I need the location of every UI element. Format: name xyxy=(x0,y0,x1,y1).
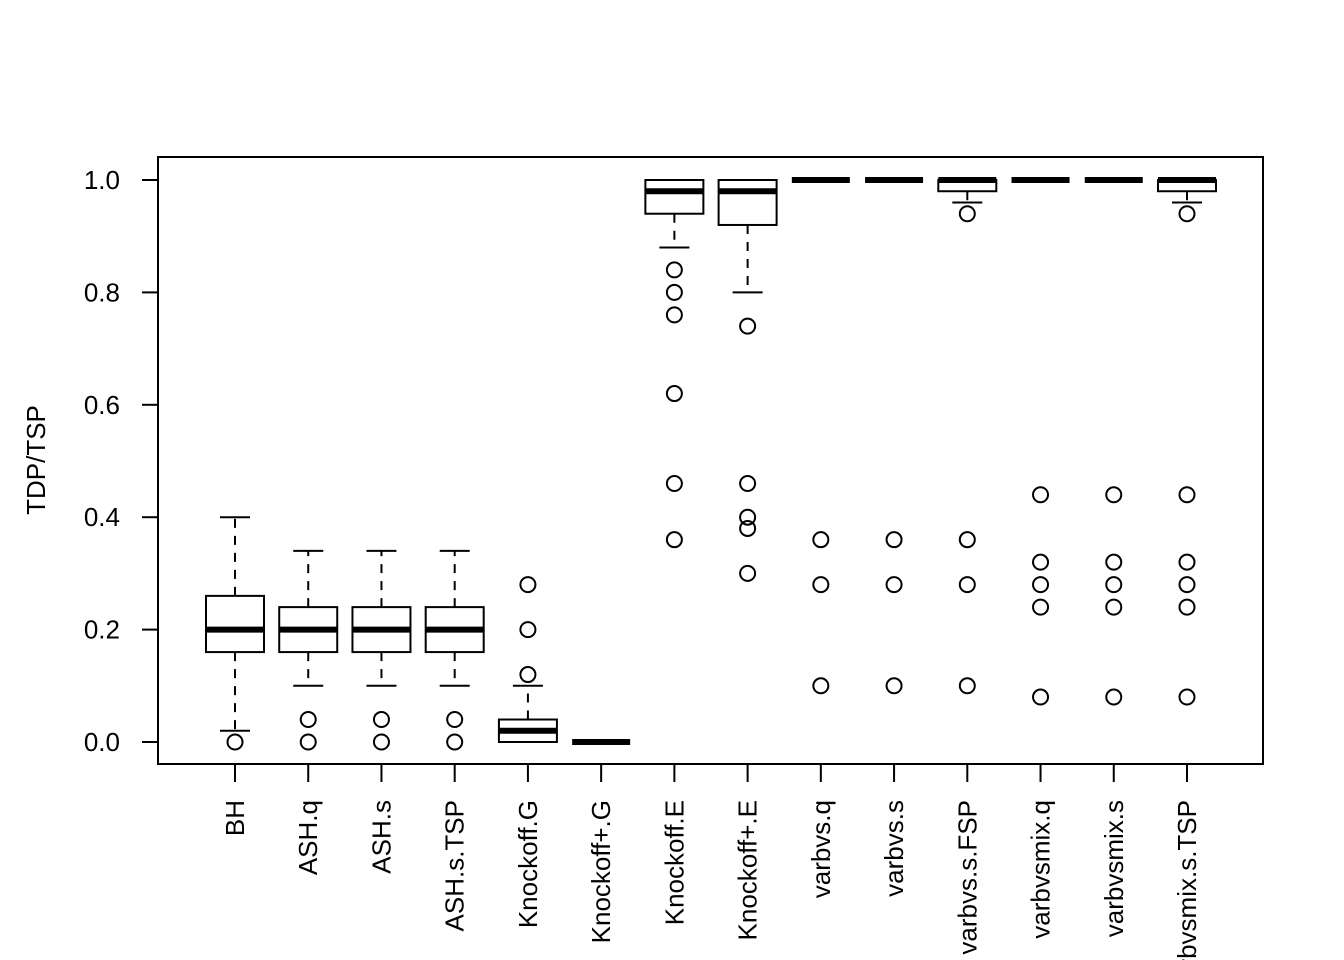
x-tick-label: varbvsmix.q xyxy=(1026,800,1056,939)
box-body xyxy=(205,594,265,654)
outlier-point xyxy=(1032,576,1050,594)
box-body xyxy=(717,179,778,226)
outlier-point xyxy=(1105,576,1123,594)
outlier-point xyxy=(299,733,317,751)
box-Knockoff+.E xyxy=(717,179,778,582)
outlier-point xyxy=(665,531,683,549)
box-BH xyxy=(205,516,265,751)
outlier-point xyxy=(958,576,976,594)
outlier-point xyxy=(812,531,830,549)
outlier-point xyxy=(1178,688,1196,706)
y-tick-label: 1.0 xyxy=(84,165,120,195)
x-tick-label: varbvs.q xyxy=(806,800,836,898)
y-tick-label: 0.4 xyxy=(84,502,120,532)
outlier-point xyxy=(812,576,830,594)
outlier-point xyxy=(1105,598,1123,616)
x-tick-label: Knockoff+.G xyxy=(586,800,616,943)
outlier-point xyxy=(1105,553,1123,571)
box-varbvs.s.FSP xyxy=(937,177,998,695)
y-tick-label: 0.0 xyxy=(84,727,120,757)
outlier-point xyxy=(739,508,757,526)
outlier-point xyxy=(739,474,757,492)
outlier-point xyxy=(1032,688,1050,706)
box-Knockoff.G xyxy=(497,576,558,744)
outlier-point xyxy=(665,474,683,492)
x-tick-label: varbvsmix.s.TSP xyxy=(1172,800,1202,960)
outlier-point xyxy=(1178,598,1196,616)
outlier-point xyxy=(665,306,683,324)
outlier-point xyxy=(1032,598,1050,616)
x-tick-label: Knockoff.G xyxy=(513,800,543,928)
outlier-point xyxy=(519,576,537,594)
outlier-point xyxy=(739,317,757,335)
plot-frame xyxy=(157,156,1264,765)
x-tick-label: ASH.s xyxy=(366,800,396,874)
outlier-point xyxy=(372,733,390,751)
box-ASH.s.TSP xyxy=(424,549,485,751)
outlier-point xyxy=(1105,486,1123,504)
x-tick-label: varbvsmix.s xyxy=(1099,800,1129,937)
y-axis: 0.0 0.2 0.4 0.6 0.8 1.0 xyxy=(84,165,159,757)
x-tick-label: ASH.s.TSP xyxy=(440,800,470,931)
box-ASH.s xyxy=(351,549,412,751)
x-tick-label: varbvs.s.FSP xyxy=(952,800,982,955)
outlier-point xyxy=(885,531,903,549)
box-body xyxy=(644,179,705,215)
outlier-point xyxy=(1178,205,1196,223)
outlier-point xyxy=(299,711,317,729)
outlier-point xyxy=(665,385,683,403)
box-varbvsmix.s.TSP xyxy=(1156,177,1217,706)
y-tick-label: 0.2 xyxy=(84,615,120,645)
x-tick-label: BH xyxy=(220,800,250,836)
x-axis: BH ASH.q ASH.s ASH.s.TSP Knockoff.G Knockoff+… xyxy=(220,763,1202,960)
outlier-point xyxy=(665,261,683,279)
y-axis-title: TDP/TSP xyxy=(21,405,51,515)
outlier-point xyxy=(1032,553,1050,571)
outlier-point xyxy=(665,283,683,301)
box-Knockoff.E xyxy=(644,179,705,549)
box-varbvsmix.s xyxy=(1084,177,1143,706)
outlier-point xyxy=(1178,486,1196,504)
outlier-point xyxy=(519,621,537,639)
x-tick-label: Knockoff.E xyxy=(659,800,689,925)
outlier-point xyxy=(226,733,244,751)
y-tick-label: 0.8 xyxy=(84,277,120,307)
outlier-point xyxy=(1105,688,1123,706)
outlier-point xyxy=(446,733,464,751)
outlier-point xyxy=(958,205,976,223)
outlier-point xyxy=(739,519,757,537)
outlier-point xyxy=(1032,486,1050,504)
box-ASH.q xyxy=(278,549,339,751)
box-series xyxy=(205,177,1217,751)
box-varbvs.s xyxy=(865,177,924,695)
box-varbvsmix.q xyxy=(1011,177,1070,706)
outlier-point xyxy=(1178,576,1196,594)
box-varbvs.q xyxy=(791,177,850,695)
x-tick-label: ASH.q xyxy=(293,800,323,875)
outlier-point xyxy=(739,564,757,582)
x-tick-label: Knockoff+.E xyxy=(733,800,763,940)
y-tick-label: 0.6 xyxy=(84,390,120,420)
outlier-point xyxy=(958,677,976,695)
outlier-point xyxy=(372,711,390,729)
outlier-point xyxy=(1178,553,1196,571)
outlier-point xyxy=(519,666,537,684)
outlier-point xyxy=(812,677,830,695)
x-tick-label: varbvs.s xyxy=(879,800,909,897)
outlier-point xyxy=(885,677,903,695)
outlier-point xyxy=(885,576,903,594)
outlier-point xyxy=(446,711,464,729)
outlier-point xyxy=(958,531,976,549)
